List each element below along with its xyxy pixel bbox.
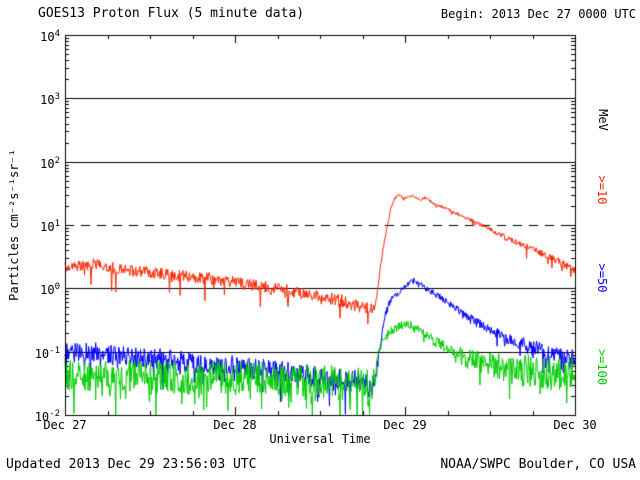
y-axis-tick-label: 102 [40,155,60,171]
y-axis-tick-label: 10-2 [34,409,60,424]
begin-time-label: Begin: 2013 Dec 27 0000 UTC [440,7,636,21]
updated-timestamp: Updated 2013 Dec 29 23:56:03 UTC [6,457,257,472]
y-axis-tick-label: 101 [40,219,60,234]
x-axis-tick-label: Dec 29 [383,418,427,432]
legend-ge50-label: >=50 [595,263,609,293]
y-axis-tick-label: 100 [40,282,60,298]
right-axis-title: MeV [596,109,610,131]
x-axis-title: Universal Time [269,432,371,446]
x-axis-tick-label: Dec 27 [43,418,87,432]
legend-ge100-label: >=100 [595,348,609,386]
x-axis-tick-label: Dec 28 [213,418,257,432]
x-axis-tick-label: Dec 30 [553,418,597,432]
chart-title: GOES13 Proton Flux (5 minute data) [38,6,305,21]
data-source-label: NOAA/SWPC Boulder, CO USA [440,457,636,472]
legend-ge10-label: >=10 [595,175,609,205]
y-axis-tick-label: 10-1 [34,345,60,361]
y-axis-tick-label: 104 [40,29,60,44]
y-axis-tick-label: 103 [40,92,60,108]
